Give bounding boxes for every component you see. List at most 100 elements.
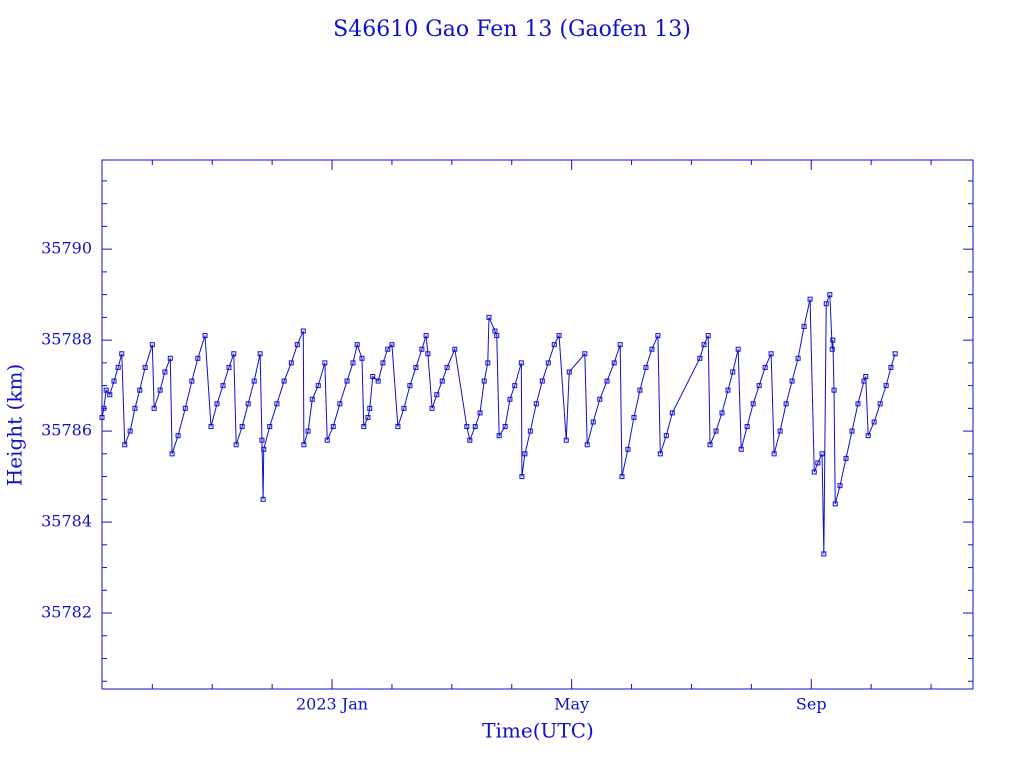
data-point: [527, 428, 533, 434]
data-point: [496, 433, 502, 439]
data-point: [829, 346, 835, 352]
data-point: [849, 428, 855, 434]
data-point: [401, 405, 407, 411]
data-point: [354, 342, 360, 348]
data-point: [631, 414, 637, 420]
data-point: [115, 364, 121, 370]
data-point: [477, 410, 483, 416]
data-point: [719, 410, 725, 416]
data-point: [705, 333, 711, 339]
data-point: [669, 410, 675, 416]
data-point: [512, 383, 518, 389]
data-point: [821, 551, 827, 557]
data-point: [157, 387, 163, 393]
data-point: [370, 374, 376, 380]
data-point: [305, 428, 311, 434]
y-axis-label: Height (km): [3, 364, 27, 486]
data-point: [566, 369, 572, 375]
data-point: [617, 342, 623, 348]
data-point: [533, 401, 539, 407]
data-point: [251, 378, 257, 384]
data-point: [315, 383, 321, 389]
data-point: [611, 360, 617, 366]
x-tick-label: May: [554, 695, 589, 714]
data-point: [843, 455, 849, 461]
data-point: [701, 342, 707, 348]
data-point: [830, 337, 836, 343]
data-point: [556, 333, 562, 339]
data-point: [563, 437, 569, 443]
data-point: [162, 369, 168, 375]
data-point: [811, 469, 817, 475]
data-point: [301, 442, 307, 448]
data-point: [167, 355, 173, 361]
data-point: [423, 333, 429, 339]
data-point: [539, 378, 545, 384]
data-point: [467, 437, 473, 443]
data-point: [231, 351, 237, 357]
data-point: [214, 401, 220, 407]
data-point: [783, 401, 789, 407]
data-point: [519, 474, 525, 480]
data-point: [350, 360, 356, 366]
data-point: [300, 328, 306, 334]
data-point: [657, 451, 663, 457]
data-point: [777, 428, 783, 434]
data-point: [819, 451, 825, 457]
data-point: [494, 333, 500, 339]
data-point: [261, 446, 267, 452]
data-point: [137, 387, 143, 393]
data-point: [122, 442, 128, 448]
data-point: [260, 496, 266, 502]
data-point: [831, 387, 837, 393]
data-point: [649, 346, 655, 352]
data-point: [655, 333, 661, 339]
x-axis-label: Time(UTC): [482, 719, 594, 743]
data-point: [103, 387, 109, 393]
data-point: [619, 474, 625, 480]
data-point: [502, 424, 508, 430]
data-point: [322, 360, 328, 366]
data-point: [375, 378, 381, 384]
data-point: [464, 424, 470, 430]
data-point: [367, 405, 373, 411]
data-point: [590, 419, 596, 425]
y-tick-label: 35786: [41, 421, 92, 440]
data-point: [855, 401, 861, 407]
data-point: [877, 401, 883, 407]
data-point: [149, 342, 155, 348]
data-point: [551, 342, 557, 348]
data-point: [324, 437, 330, 443]
data-point: [713, 428, 719, 434]
data-point: [663, 433, 669, 439]
data-point: [202, 333, 208, 339]
data-point: [245, 401, 251, 407]
data-point: [233, 442, 239, 448]
data-point: [545, 360, 551, 366]
data-point: [294, 342, 300, 348]
data-point: [195, 355, 201, 361]
x-tick-label: Sep: [796, 695, 827, 714]
data-point: [267, 424, 273, 430]
data-point: [762, 364, 768, 370]
data-point: [789, 378, 795, 384]
data-point: [888, 364, 894, 370]
data-point: [309, 396, 315, 402]
data-point: [239, 424, 245, 430]
data-point: [815, 460, 821, 466]
data-point: [182, 405, 188, 411]
data-point: [768, 351, 774, 357]
data-point: [281, 378, 287, 384]
chart-title: S46610 Gao Fen 13 (Gaofen 13): [333, 17, 691, 42]
data-point: [380, 360, 386, 366]
data-point: [274, 401, 280, 407]
data-point: [892, 351, 898, 357]
data-point: [425, 351, 431, 357]
data-point: [795, 355, 801, 361]
plot-frame: [101, 159, 974, 690]
y-tick-label: 35788: [41, 330, 92, 349]
data-point: [452, 346, 458, 352]
data-point: [361, 424, 367, 430]
data-point: [208, 424, 214, 430]
data-point: [832, 501, 838, 507]
